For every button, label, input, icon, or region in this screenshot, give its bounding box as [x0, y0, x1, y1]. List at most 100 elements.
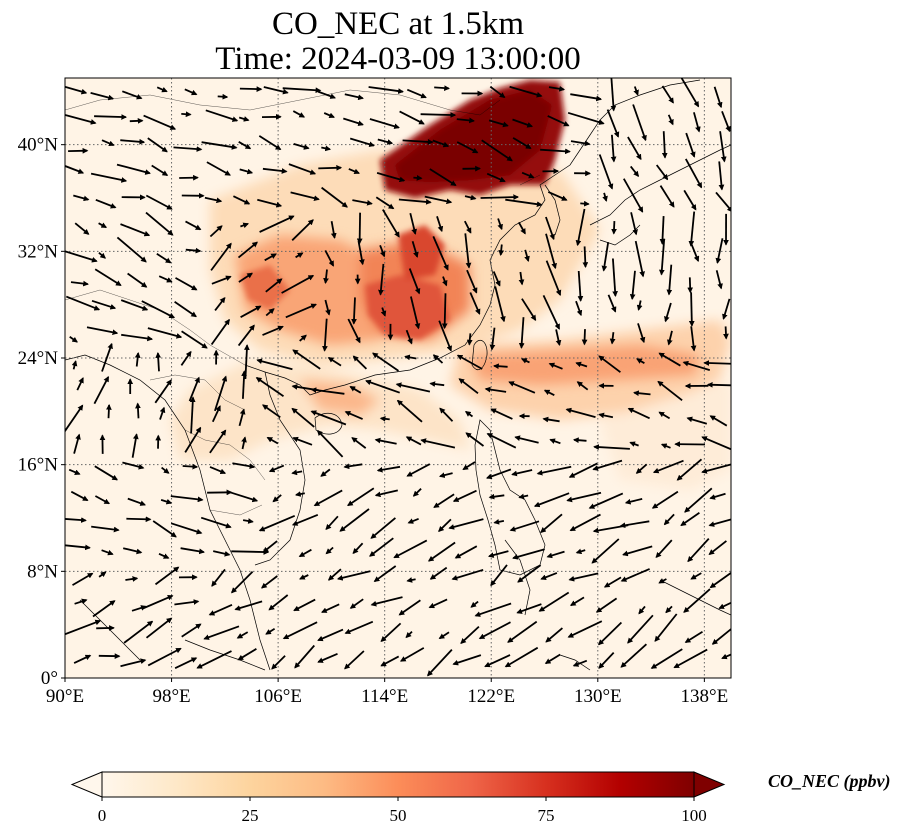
- wind-arrow: [690, 326, 697, 352]
- wind-arrow: [572, 659, 588, 667]
- wind-arrow: [211, 568, 226, 587]
- wind-arrow: [156, 253, 172, 264]
- wind-arrow: [313, 489, 343, 507]
- wind-arrow: [518, 271, 525, 286]
- wind-arrow: [86, 326, 119, 336]
- wind-arrow: [74, 222, 90, 235]
- wind-arrow: [565, 407, 596, 418]
- lat-tick-label: 0°: [41, 668, 58, 689]
- wind-arrow: [464, 233, 472, 269]
- wind-arrow: [298, 548, 312, 558]
- wind-arrow: [65, 404, 84, 433]
- wind-arrow: [129, 118, 144, 124]
- wind-arrow: [409, 212, 418, 235]
- wind-arrow: [106, 403, 112, 419]
- wind-arrow: [125, 576, 139, 582]
- wind-arrow: [241, 436, 247, 450]
- wind-arrow: [262, 167, 288, 174]
- wind-arrow: [598, 412, 614, 419]
- wind-arrow: [663, 513, 675, 526]
- wind-arrow: [458, 378, 479, 395]
- wind-arrow: [661, 85, 674, 104]
- wind-arrow: [325, 546, 334, 555]
- wind-arrow: [504, 646, 539, 668]
- wind-arrow: [70, 490, 89, 502]
- wind-arrow: [555, 329, 562, 347]
- wind-arrow: [209, 225, 223, 238]
- wind-arrow: [271, 655, 286, 670]
- wind-arrow: [629, 441, 639, 447]
- wind-arrow: [400, 647, 425, 662]
- wind-arrow: [365, 379, 400, 394]
- wind-arrow: [474, 602, 512, 617]
- wind-arrow: [547, 191, 568, 201]
- wind-arrow: [344, 620, 374, 635]
- wind-arrow: [568, 572, 599, 582]
- wind-arrow: [633, 86, 639, 96]
- wind-arrow: [324, 249, 335, 267]
- latitude-ticks: 0° 8°N 16°N 24°N 32°N 40°N: [18, 135, 65, 689]
- wind-arrow: [432, 139, 450, 148]
- wind-arrow: [262, 404, 281, 419]
- wind-arrow: [718, 161, 725, 191]
- wind-arrow: [664, 302, 672, 323]
- wind-arrow: [347, 487, 375, 507]
- wind-arrow: [469, 292, 481, 315]
- lat-tick-label: 40°N: [18, 135, 59, 156]
- wind-arrow: [462, 461, 476, 471]
- wind-arrow: [497, 218, 503, 231]
- wind-arrow: [570, 93, 603, 102]
- wind-arrow: [285, 303, 317, 319]
- wind-arrow: [494, 286, 506, 323]
- wind-arrow: [424, 195, 453, 205]
- wind-arrow: [465, 432, 485, 447]
- wind-arrow: [73, 654, 92, 664]
- wind-arrow: [661, 131, 668, 159]
- wind-arrow: [291, 407, 315, 428]
- wind-arrow: [379, 244, 386, 258]
- wind-arrow: [547, 115, 570, 127]
- wind-arrow: [241, 370, 247, 399]
- wind-arrow: [65, 165, 85, 174]
- wind-arrow: [98, 222, 108, 229]
- wind-arrow: [73, 194, 90, 202]
- wind-arrow: [396, 399, 423, 423]
- wind-arrow: [370, 596, 403, 607]
- wind-arrow: [490, 564, 508, 587]
- wind-arrow: [159, 406, 166, 420]
- wind-arrow: [290, 191, 320, 201]
- wind-arrow: [512, 137, 532, 150]
- wind-arrow: [665, 605, 673, 614]
- wind-arrow: [454, 545, 478, 559]
- wind-arrow: [65, 250, 98, 263]
- wind-arrow: [687, 537, 710, 563]
- wind-arrow: [378, 263, 385, 296]
- wind-arrow: [427, 541, 456, 562]
- wind-arrow: [299, 574, 309, 580]
- wind-arrow: [349, 137, 375, 148]
- wind-arrow: [709, 571, 731, 589]
- wind-arrow: [655, 539, 673, 559]
- wind-arrow: [116, 163, 151, 175]
- wind-arrow: [429, 566, 448, 580]
- wind-arrow: [265, 627, 276, 635]
- wind-arrow: [438, 631, 450, 640]
- map-frame: [64, 77, 732, 679]
- wind-arrow: [623, 178, 644, 213]
- wind-arrow: [464, 194, 477, 201]
- wind-arrow: [70, 280, 89, 287]
- wind-arrow: [684, 630, 703, 644]
- wind-arrow: [238, 272, 253, 283]
- wind-arrow: [317, 90, 336, 99]
- wind-arrow: [569, 513, 601, 532]
- wind-arrow: [265, 278, 283, 293]
- lat-tick-label: 8°N: [27, 561, 58, 582]
- wind-arrow: [316, 429, 344, 458]
- wind-arrow: [684, 487, 713, 513]
- wind-arrow: [320, 468, 331, 477]
- wind-arrow: [658, 352, 681, 367]
- lon-tick-label: 138°E: [681, 686, 729, 707]
- wind-arrow: [545, 216, 555, 241]
- wind-arrow: [512, 548, 545, 560]
- wind-arrow: [344, 650, 365, 670]
